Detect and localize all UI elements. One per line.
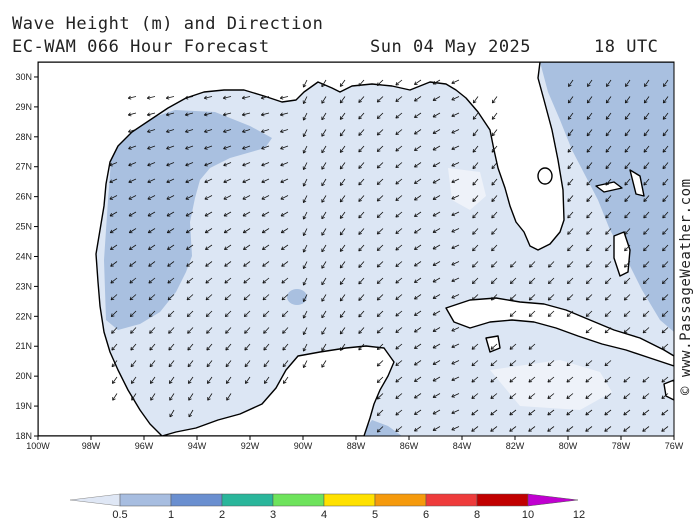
lat-label: 29N	[15, 102, 32, 112]
legend-swatch	[119, 493, 172, 507]
land-andros	[613, 231, 631, 277]
wave-zone-small	[287, 289, 307, 305]
legend-swatch	[374, 493, 427, 507]
lat-label: 25N	[15, 222, 32, 232]
lat-label: 26N	[15, 192, 32, 202]
legend-label: 6	[423, 509, 429, 521]
chart-subtitle: EC-WAM 066 Hour Forecast	[12, 37, 270, 57]
lon-label: 86W	[400, 441, 419, 451]
forecast-date: Sun 04 May 2025	[370, 37, 532, 57]
land-isla-juventud	[485, 335, 501, 353]
legend-swatch	[272, 493, 325, 507]
land-lake-okeechobee	[537, 167, 553, 185]
lon-label: 92W	[241, 441, 260, 451]
legend-swatch	[323, 493, 376, 507]
lon-label: 88W	[347, 441, 366, 451]
legend-label: 0.5	[112, 509, 127, 521]
lat-label: 30N	[15, 72, 32, 82]
chart-title: Wave Height (m) and Direction	[12, 14, 324, 34]
legend-label: 1	[168, 509, 174, 521]
lat-label: 24N	[15, 251, 32, 261]
lon-label: 94W	[188, 441, 207, 451]
lon-label: 76W	[665, 441, 684, 451]
lat-label: 21N	[15, 341, 32, 351]
legend-label: 8	[474, 509, 480, 521]
legend-swatch	[170, 493, 223, 507]
lat-label: 18N	[15, 431, 32, 441]
legend-label: 12	[573, 509, 585, 521]
land-mexico-south	[161, 345, 395, 436]
lon-label: 98W	[82, 441, 101, 451]
lat-label: 23N	[15, 281, 32, 291]
wave-height-legend: 0.5 1 2 3 4 5 6 8 10 12	[69, 493, 585, 521]
legend-label: 2	[219, 509, 225, 521]
land-abaco	[629, 169, 645, 197]
lat-label: 20N	[15, 371, 32, 381]
calm-zone-yucatan	[490, 360, 612, 410]
lat-label: 19N	[15, 401, 32, 411]
lon-label: 90W	[294, 441, 313, 451]
calm-zone-east	[448, 168, 486, 210]
wave-zone-west-gulf	[104, 110, 272, 330]
map-axes: 100W 98W 96W 94W 92W 90W 88W 86W 84W 82W 80W 78W 76W…	[15, 72, 683, 451]
legend-label: 3	[270, 509, 276, 521]
legend-swatch	[425, 493, 478, 507]
legend-label: 5	[372, 509, 378, 521]
legend-min-arrow	[69, 493, 121, 507]
legend-label: 4	[321, 509, 327, 521]
lon-label: 100W	[26, 441, 50, 451]
lon-label: 80W	[559, 441, 578, 451]
legend-max-arrow	[527, 493, 579, 507]
lon-label: 84W	[453, 441, 472, 451]
lat-label: 22N	[15, 311, 32, 321]
lon-label: 96W	[135, 441, 154, 451]
lon-label: 82W	[506, 441, 525, 451]
lat-label: 27N	[15, 162, 32, 172]
forecast-time: 18 UTC	[594, 37, 659, 57]
wave-direction-arrows	[109, 79, 669, 433]
lon-label: 78W	[612, 441, 631, 451]
legend-swatch	[476, 493, 529, 507]
legend-swatch	[221, 493, 274, 507]
wave-zone-atlantic	[540, 62, 674, 332]
land-cuba	[445, 297, 674, 367]
land-north-america	[38, 62, 674, 436]
legend-label: 10	[522, 509, 534, 521]
land-grand-bahama	[595, 181, 623, 193]
lat-label: 28N	[15, 132, 32, 142]
